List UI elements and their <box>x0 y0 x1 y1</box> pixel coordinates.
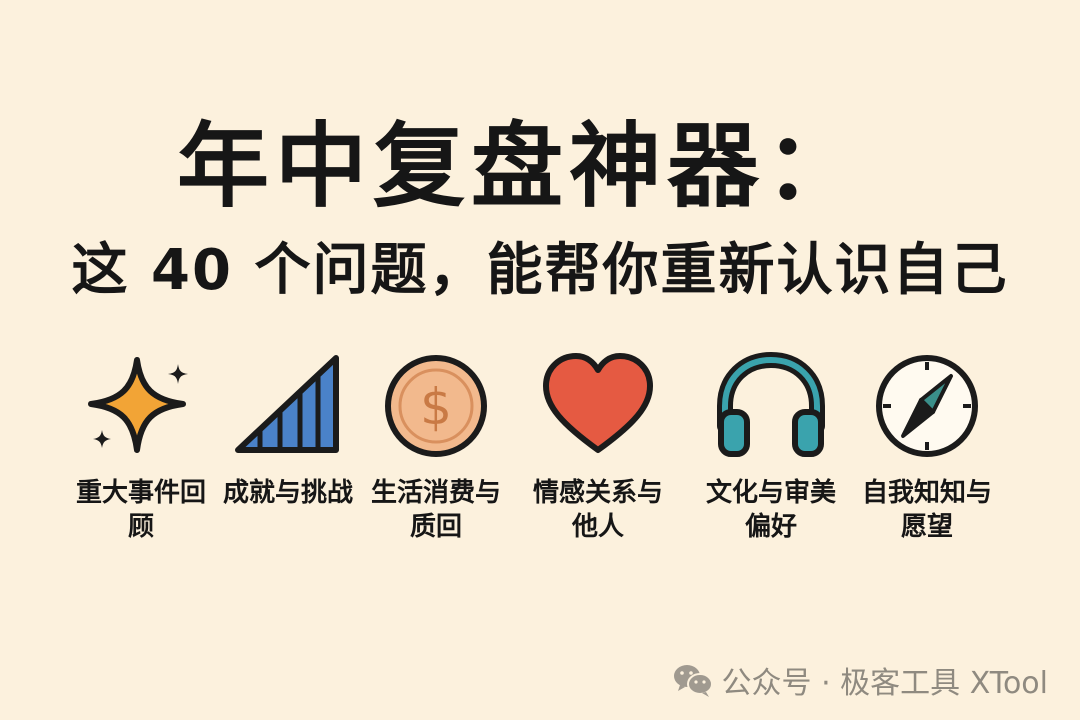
footer-text: 公众号 · 极客工具 XTool <box>721 666 1048 701</box>
category-spending: $ 生活消费与质回 <box>351 350 521 544</box>
category-relationships: 情感关系与他人 <box>513 350 683 544</box>
category-label: 文化与审美偏好 <box>705 478 836 542</box>
svg-text:$: $ <box>420 378 452 436</box>
headphones-icon <box>717 351 825 457</box>
category-self-knowledge: 自我知知与愿望 <box>842 350 1012 544</box>
category-label: 重大事件回顾 <box>75 478 206 542</box>
category-major-events: 重大事件回顾 <box>56 350 226 544</box>
category-label: 自我知知与愿望 <box>861 478 992 542</box>
bar-chart-icon <box>235 355 339 453</box>
compass-icon <box>876 355 978 457</box>
category-culture: 文化与审美偏好 <box>686 350 856 544</box>
category-label: 成就与挑战 <box>222 478 353 508</box>
category-achievements: 成就与挑战 <box>203 350 373 510</box>
footer-watermark: 公众号 · 极客工具 XTool <box>672 658 1048 702</box>
sparkle-icon <box>88 357 188 453</box>
page-title: 年中复盘神器： <box>176 113 863 220</box>
page-subtitle: 这 40 个问题，能帮你重新认识自己 <box>71 238 1009 303</box>
category-label: 生活消费与质回 <box>370 478 501 542</box>
wechat-icon <box>673 665 713 697</box>
category-label: 情感关系与他人 <box>532 478 663 542</box>
dollar-coin-icon: $ <box>385 355 487 457</box>
heart-icon <box>543 353 653 453</box>
